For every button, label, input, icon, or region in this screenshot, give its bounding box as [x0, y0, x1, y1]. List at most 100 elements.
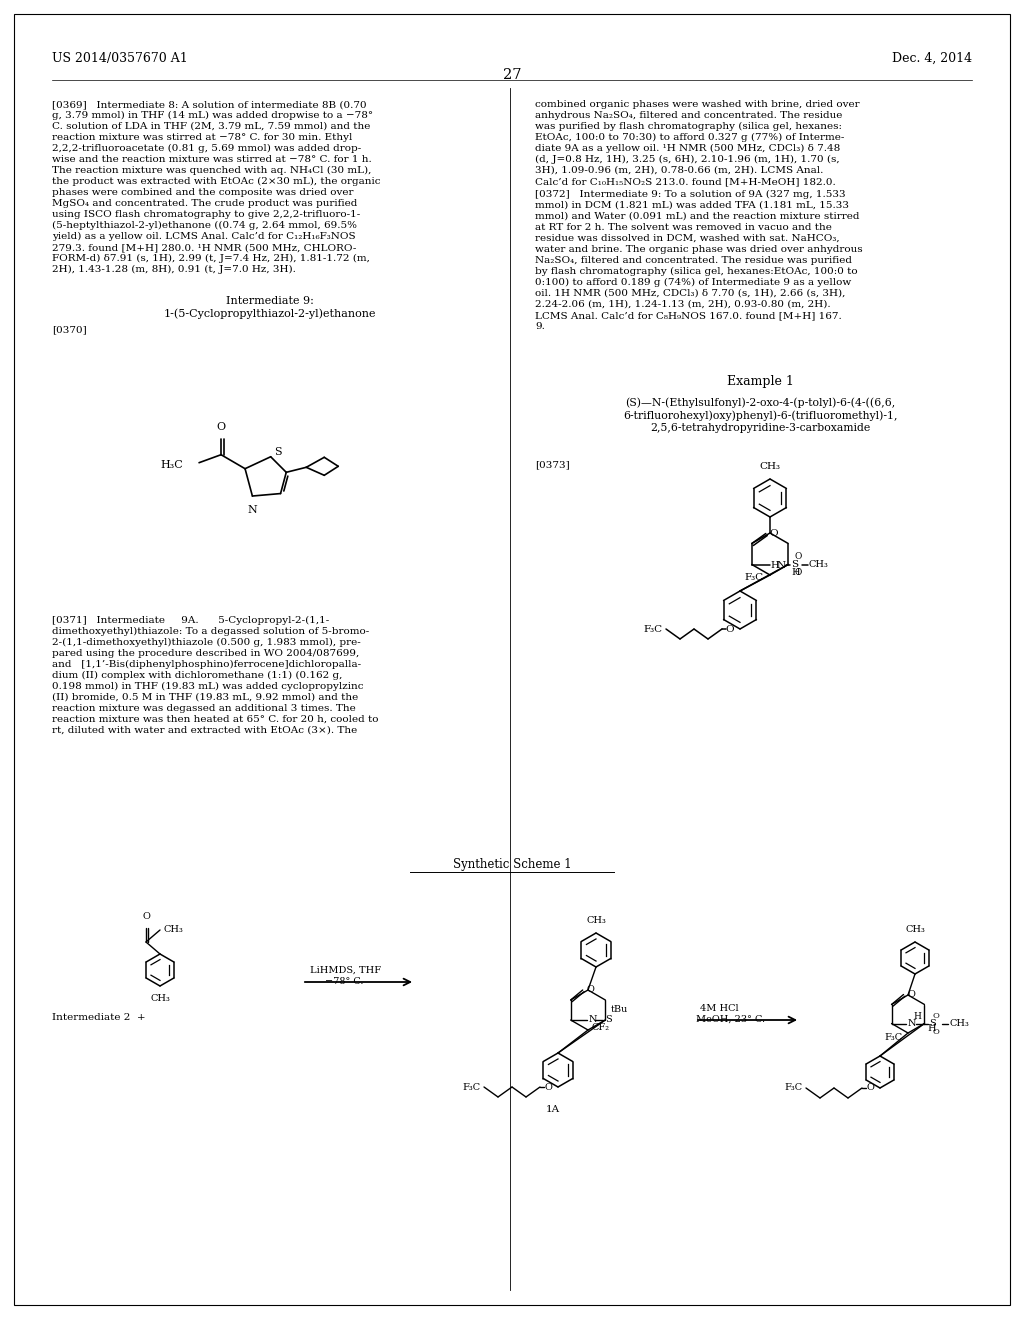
Text: reaction mixture was degassed an additional 3 times. The: reaction mixture was degassed an additio…	[52, 704, 355, 713]
Text: mmol) and Water (0.091 mL) and the reaction mixture stirred: mmol) and Water (0.091 mL) and the react…	[535, 213, 859, 220]
Text: MeOH, 23° C.: MeOH, 23° C.	[696, 1015, 765, 1024]
Text: EtOAc, 100:0 to 70:30) to afford 0.327 g (77%) of Interme-: EtOAc, 100:0 to 70:30) to afford 0.327 g…	[535, 133, 845, 143]
Text: water and brine. The organic phase was dried over anhydrous: water and brine. The organic phase was d…	[535, 246, 862, 253]
Text: N: N	[907, 1019, 916, 1028]
Text: LiHMDS, THF: LiHMDS, THF	[310, 966, 381, 975]
Text: H: H	[771, 561, 779, 570]
Text: CF₂: CF₂	[591, 1023, 609, 1032]
Text: O: O	[866, 1084, 873, 1093]
Text: at RT for 2 h. The solvent was removed in vacuo and the: at RT for 2 h. The solvent was removed i…	[535, 223, 831, 232]
Text: O: O	[932, 1011, 939, 1019]
Text: combined organic phases were washed with brine, dried over: combined organic phases were washed with…	[535, 100, 859, 110]
Text: CH₃: CH₃	[905, 925, 925, 935]
Text: LCMS Anal. Calc’d for C₈H₉NOS 167.0. found [M+H] 167.: LCMS Anal. Calc’d for C₈H₉NOS 167.0. fou…	[535, 312, 842, 319]
Text: CH₃: CH₃	[151, 994, 170, 1003]
Text: F₃C: F₃C	[463, 1082, 481, 1092]
Text: 2.24-2.06 (m, 1H), 1.24-1.13 (m, 2H), 0.93-0.80 (m, 2H).: 2.24-2.06 (m, 1H), 1.24-1.13 (m, 2H), 0.…	[535, 300, 830, 309]
Text: oil. 1H NMR (500 MHz, CDCl₃) δ 7.70 (s, 1H), 2.66 (s, 3H),: oil. 1H NMR (500 MHz, CDCl₃) δ 7.70 (s, …	[535, 289, 846, 298]
Text: F₃C: F₃C	[784, 1084, 803, 1093]
Text: S: S	[605, 1015, 611, 1024]
Text: by flash chromatography (silica gel, hexanes:EtOAc, 100:0 to: by flash chromatography (silica gel, hex…	[535, 267, 858, 276]
Text: reaction mixture was stirred at −78° C. for 30 min. Ethyl: reaction mixture was stirred at −78° C. …	[52, 133, 352, 143]
Text: Intermediate 9:: Intermediate 9:	[226, 296, 314, 306]
Text: S: S	[791, 560, 798, 569]
Text: CH₃: CH₃	[760, 462, 780, 471]
Text: US 2014/0357670 A1: US 2014/0357670 A1	[52, 51, 187, 65]
Text: The reaction mixture was quenched with aq. NH₄Cl (30 mL),: The reaction mixture was quenched with a…	[52, 166, 372, 176]
Text: 27: 27	[503, 69, 521, 82]
Text: 0.198 mmol) in THF (19.83 mL) was added cyclopropylzinc: 0.198 mmol) in THF (19.83 mL) was added …	[52, 682, 364, 692]
Text: O: O	[770, 529, 778, 539]
Text: C. solution of LDA in THF (2M, 3.79 mL, 7.59 mmol) and the: C. solution of LDA in THF (2M, 3.79 mL, …	[52, 121, 371, 131]
Text: 9.: 9.	[535, 322, 545, 331]
Text: Intermediate 2  +: Intermediate 2 +	[52, 1012, 145, 1022]
Text: 2,5,6-tetrahydropyridine-3-carboxamide: 2,5,6-tetrahydropyridine-3-carboxamide	[650, 422, 870, 433]
Text: the product was extracted with EtOAc (2×30 mL), the organic: the product was extracted with EtOAc (2×…	[52, 177, 381, 186]
Text: wise and the reaction mixture was stirred at −78° C. for 1 h.: wise and the reaction mixture was stirre…	[52, 154, 372, 164]
Text: Calc’d for C₁₀H₁₅NO₂S 213.0. found [M+H-MeOH] 182.0.: Calc’d for C₁₀H₁₅NO₂S 213.0. found [M+H-…	[535, 177, 836, 186]
Text: F₃C: F₃C	[744, 573, 764, 582]
Text: g, 3.79 mmol) in THF (14 mL) was added dropwise to a −78°: g, 3.79 mmol) in THF (14 mL) was added d…	[52, 111, 373, 120]
Text: 0:100) to afford 0.189 g (74%) of Intermediate 9 as a yellow: 0:100) to afford 0.189 g (74%) of Interm…	[535, 279, 851, 288]
Text: 279.3. found [M+H] 280.0. ¹H NMR (500 MHz, CHLORO-: 279.3. found [M+H] 280.0. ¹H NMR (500 MH…	[52, 243, 356, 252]
Text: O: O	[795, 568, 802, 577]
Text: residue was dissolved in DCM, washed with sat. NaHCO₃,: residue was dissolved in DCM, washed wit…	[535, 234, 840, 243]
Text: 4M HCl: 4M HCl	[700, 1005, 738, 1012]
Text: 3H), 1.09-0.96 (m, 2H), 0.78-0.66 (m, 2H). LCMS Anal.: 3H), 1.09-0.96 (m, 2H), 0.78-0.66 (m, 2H…	[535, 166, 823, 176]
Text: pared using the procedure described in WO 2004/087699,: pared using the procedure described in W…	[52, 649, 359, 657]
Text: FORM-d) δ7.91 (s, 1H), 2.99 (t, J=7.4 Hz, 2H), 1.81-1.72 (m,: FORM-d) δ7.91 (s, 1H), 2.99 (t, J=7.4 Hz…	[52, 253, 370, 263]
Text: and   [1,1’-Bis(diphenylphosphino)ferrocene]dichloropalla-: and [1,1’-Bis(diphenylphosphino)ferrocen…	[52, 660, 361, 669]
Text: 1A: 1A	[546, 1105, 560, 1114]
Text: [0372]   Intermediate 9: To a solution of 9A (327 mg, 1.533: [0372] Intermediate 9: To a solution of …	[535, 190, 846, 199]
Text: was purified by flash chromatography (silica gel, hexanes:: was purified by flash chromatography (si…	[535, 121, 842, 131]
Text: tBu: tBu	[610, 1006, 628, 1015]
Text: Dec. 4, 2014: Dec. 4, 2014	[892, 51, 972, 65]
Text: N: N	[777, 561, 786, 570]
Text: Na₂SO₄, filtered and concentrated. The residue was purified: Na₂SO₄, filtered and concentrated. The r…	[535, 256, 852, 265]
Text: rt, diluted with water and extracted with EtOAc (3×). The: rt, diluted with water and extracted wit…	[52, 726, 357, 735]
Text: F₃C: F₃C	[885, 1034, 903, 1043]
Text: CH₃: CH₃	[949, 1019, 970, 1028]
Text: H₃C: H₃C	[161, 459, 183, 470]
Text: 1-(5-Cyclopropylthiazol-2-yl)ethanone: 1-(5-Cyclopropylthiazol-2-yl)ethanone	[164, 308, 376, 318]
Text: N: N	[248, 506, 257, 515]
Text: reaction mixture was then heated at 65° C. for 20 h, cooled to: reaction mixture was then heated at 65° …	[52, 715, 379, 723]
Text: O: O	[142, 912, 150, 921]
Text: CH₃: CH₃	[163, 925, 183, 935]
Text: F₃C: F₃C	[644, 624, 663, 634]
Text: O: O	[587, 986, 595, 994]
Text: O: O	[726, 624, 734, 634]
Text: [0371]   Intermediate     9A.      5-Cyclopropyl-2-(1,1-: [0371] Intermediate 9A. 5-Cyclopropyl-2-…	[52, 616, 330, 626]
Text: O: O	[795, 552, 802, 561]
Text: dium (II) complex with dichloromethane (1:1) (0.162 g,: dium (II) complex with dichloromethane (…	[52, 671, 342, 680]
Text: O: O	[216, 421, 225, 432]
Text: [0373]: [0373]	[535, 459, 569, 469]
Text: CH₃: CH₃	[586, 916, 606, 925]
Text: 6-trifluorohexyl)oxy)phenyl)-6-(trifluoromethyl)-1,: 6-trifluorohexyl)oxy)phenyl)-6-(trifluor…	[623, 411, 897, 421]
Text: S: S	[930, 1019, 936, 1028]
Text: Example 1: Example 1	[727, 375, 794, 388]
Text: 2H), 1.43-1.28 (m, 8H), 0.91 (t, J=7.0 Hz, 3H).: 2H), 1.43-1.28 (m, 8H), 0.91 (t, J=7.0 H…	[52, 265, 296, 275]
Text: mmol) in DCM (1.821 mL) was added TFA (1.181 mL, 15.33: mmol) in DCM (1.821 mL) was added TFA (1…	[535, 201, 849, 210]
Text: (S)—N-(Ethylsulfonyl)-2-oxo-4-(p-tolyl)-6-(4-((6,6,: (S)—N-(Ethylsulfonyl)-2-oxo-4-(p-tolyl)-…	[625, 397, 895, 408]
Text: Synthetic Scheme 1: Synthetic Scheme 1	[453, 858, 571, 871]
Text: yield) as a yellow oil. LCMS Anal. Calc’d for C₁₂H₁₆F₃NOS: yield) as a yellow oil. LCMS Anal. Calc’…	[52, 232, 355, 242]
Text: N: N	[589, 1015, 597, 1024]
Text: 2,2,2-trifluoroacetate (0.81 g, 5.69 mmol) was added drop-: 2,2,2-trifluoroacetate (0.81 g, 5.69 mmo…	[52, 144, 361, 153]
Text: 2-(1,1-dimethoxyethyl)thiazole (0.500 g, 1.983 mmol), pre-: 2-(1,1-dimethoxyethyl)thiazole (0.500 g,…	[52, 638, 360, 647]
Text: O: O	[932, 1027, 939, 1035]
Text: (II) bromide, 0.5 M in THF (19.83 mL, 9.92 mmol) and the: (II) bromide, 0.5 M in THF (19.83 mL, 9.…	[52, 693, 358, 702]
Text: (5-heptylthiazol-2-yl)ethanone ((0.74 g, 2.64 mmol, 69.5%: (5-heptylthiazol-2-yl)ethanone ((0.74 g,…	[52, 220, 357, 230]
Text: H: H	[913, 1012, 922, 1020]
Text: H: H	[792, 568, 800, 577]
Text: H: H	[928, 1024, 936, 1034]
Text: MgSO₄ and concentrated. The crude product was purified: MgSO₄ and concentrated. The crude produc…	[52, 199, 357, 209]
Text: (d, J=0.8 Hz, 1H), 3.25 (s, 6H), 2.10-1.96 (m, 1H), 1.70 (s,: (d, J=0.8 Hz, 1H), 3.25 (s, 6H), 2.10-1.…	[535, 154, 840, 164]
Text: O: O	[907, 990, 915, 999]
Text: CH₃: CH₃	[809, 560, 828, 569]
Text: O: O	[544, 1082, 552, 1092]
Text: S: S	[273, 446, 282, 457]
Text: [0369]   Intermediate 8: A solution of intermediate 8B (0.70: [0369] Intermediate 8: A solution of int…	[52, 100, 367, 110]
Text: diate 9A as a yellow oil. ¹H NMR (500 MHz, CDCl₃) δ 7.48: diate 9A as a yellow oil. ¹H NMR (500 MH…	[535, 144, 841, 153]
Text: phases were combined and the composite was dried over: phases were combined and the composite w…	[52, 187, 353, 197]
